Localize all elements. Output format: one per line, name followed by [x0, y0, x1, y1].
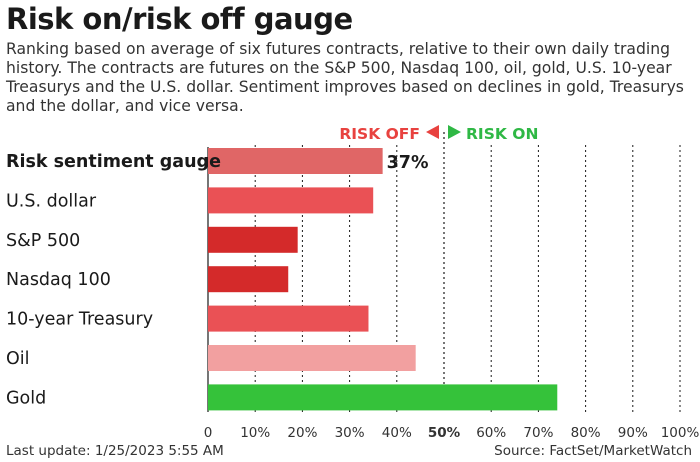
bar — [208, 384, 558, 411]
category-label: Nasdaq 100 — [6, 270, 111, 290]
bar — [208, 345, 416, 371]
risk-on-label: RISK ON — [466, 125, 538, 143]
risk-off-label: RISK OFF — [339, 125, 420, 143]
category-label: Oil — [6, 349, 30, 369]
bar-group: 37% — [208, 148, 558, 411]
x-tick-labels: 0 10% 20% 30% 40% 50% 60% 70% 80% 90% 100% — [204, 425, 700, 441]
bar — [208, 226, 298, 253]
arrow-left-icon — [426, 125, 439, 139]
bar — [208, 305, 369, 332]
x-tick-label: 10% — [240, 425, 270, 441]
chart-title: Risk on/risk off gauge — [6, 2, 353, 36]
last-update: Last update: 1/25/2023 5:55 AM — [6, 443, 224, 459]
x-tick-label: 0 — [204, 425, 213, 441]
x-tick-label: 90% — [618, 425, 648, 441]
chart-subtitle: Ranking based on average of six futures … — [6, 40, 684, 115]
x-tick-label: 100% — [661, 425, 700, 441]
category-label: Risk sentiment gauge — [6, 152, 221, 172]
arrow-right-icon — [448, 125, 461, 139]
category-label: 10-year Treasury — [6, 310, 153, 330]
source-note: Source: FactSet/MarketWatch — [494, 443, 692, 459]
category-label: U.S. dollar — [6, 191, 97, 211]
gauge-value-label: 37% — [387, 153, 429, 173]
risk-legend: RISK OFF RISK ON — [339, 125, 538, 143]
x-tick-label: 60% — [476, 425, 506, 441]
x-tick-label: 70% — [523, 425, 553, 441]
bar — [208, 266, 289, 293]
category-labels: Risk sentiment gauge U.S. dollar S&P 500 Na… — [6, 152, 221, 408]
bar — [208, 148, 383, 174]
bar — [208, 187, 374, 214]
x-tick-label: 40% — [382, 425, 412, 441]
x-tick-label: 50% — [428, 425, 461, 441]
x-tick-label: 80% — [571, 425, 601, 441]
x-tick-label: 30% — [335, 425, 365, 441]
x-tick-label: 20% — [287, 425, 317, 441]
category-label: S&P 500 — [6, 231, 80, 251]
category-label: Gold — [6, 388, 46, 408]
